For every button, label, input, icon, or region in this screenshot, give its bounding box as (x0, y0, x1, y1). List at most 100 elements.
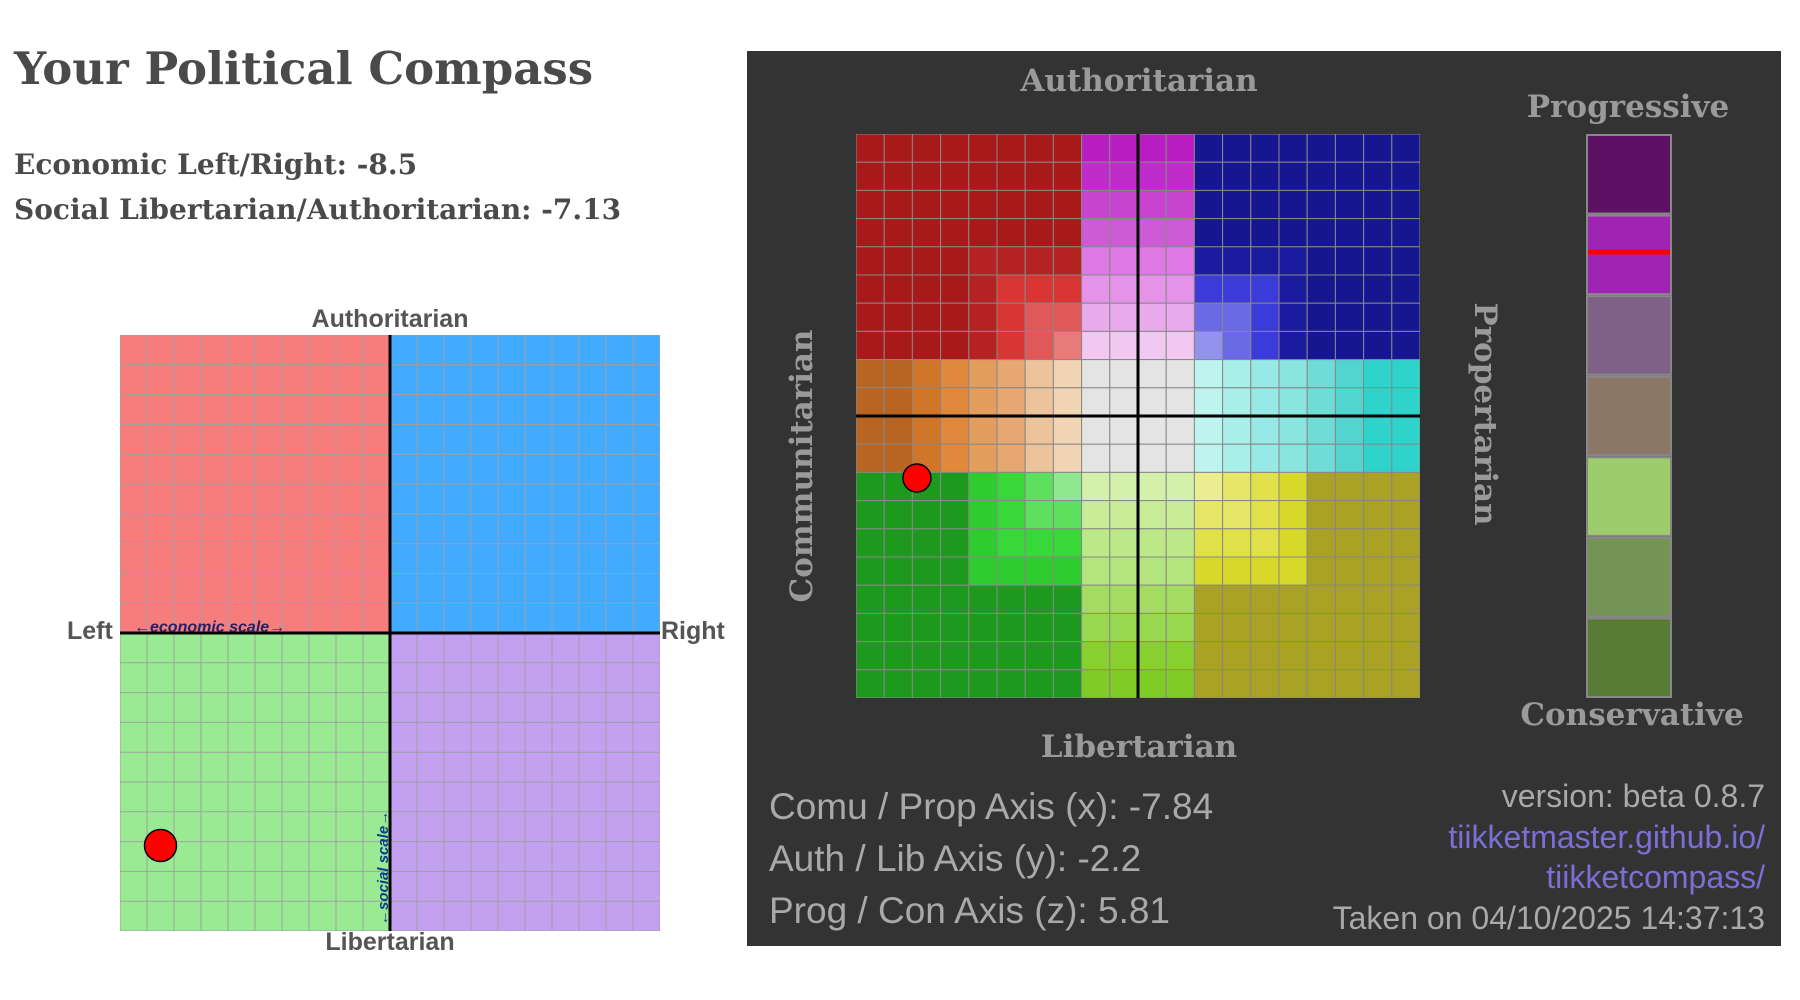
tk-cell (1165, 134, 1195, 163)
tk-cell (1024, 218, 1054, 248)
tk-cell (996, 302, 1026, 332)
tk-cell (1052, 584, 1083, 614)
tk-cell (1081, 528, 1111, 558)
tk-cell (1081, 359, 1111, 389)
tk-cell (1250, 415, 1280, 445)
y-result: Auth / Lib Axis (y): -2.2 (769, 838, 1142, 879)
tk-cell (1334, 330, 1365, 361)
tk-cell (1306, 471, 1336, 502)
site-link-line2[interactable]: tiikketcompass/ (1546, 859, 1765, 895)
tk-cell (1391, 161, 1420, 191)
tk-cell (1250, 641, 1280, 671)
tk-cell (1081, 161, 1111, 191)
tk-cell (856, 161, 885, 191)
tk-cell (1052, 274, 1083, 304)
tk-cell (1193, 189, 1224, 220)
tk-cell (1024, 330, 1054, 361)
tk-cell (1052, 189, 1083, 220)
tk-cell (1165, 302, 1195, 332)
tk-cell (883, 415, 913, 445)
tk-cell (1278, 189, 1308, 220)
tk-cell (968, 528, 998, 558)
tk-cell (856, 471, 885, 502)
tk-cell (1391, 274, 1420, 304)
tk-cell (911, 161, 942, 191)
tk-cell (968, 161, 998, 191)
tk-cell (1306, 556, 1336, 586)
tk-cell (856, 246, 885, 276)
tk-cell (1250, 387, 1280, 417)
tk-cell (996, 641, 1026, 671)
tk-cell (1363, 584, 1393, 614)
tk-cell (1222, 443, 1252, 473)
tk-cell (911, 387, 942, 417)
tk-cell (1081, 218, 1111, 248)
tk-cell (1052, 246, 1083, 276)
tk-cell (1024, 387, 1054, 417)
tk-cell (1109, 302, 1139, 332)
tk-cell (1193, 302, 1224, 332)
tk-cell (1109, 161, 1139, 191)
tk-cell (1193, 669, 1224, 698)
tk-cell (856, 556, 885, 586)
tk-cell (1109, 415, 1139, 445)
tk-cell (911, 669, 942, 698)
tk-cell (1137, 612, 1167, 643)
tk-cell (1250, 359, 1280, 389)
tk-cell (996, 189, 1026, 220)
tk-cell (1391, 471, 1420, 502)
tk-cell (1165, 641, 1195, 671)
tk-cell (940, 641, 970, 671)
tk-cell (1024, 528, 1054, 558)
tk-cell (856, 330, 885, 361)
tk-cell (1081, 274, 1111, 304)
tk-cell (1363, 443, 1393, 473)
tk-cell (856, 134, 885, 163)
tk-cell (1193, 556, 1224, 586)
tk-cell (968, 669, 998, 698)
tk-cell (883, 528, 913, 558)
tk-cell (1334, 274, 1365, 304)
tk-cell (1306, 387, 1336, 417)
tk-cell (1193, 218, 1224, 248)
tk-cell (1081, 387, 1111, 417)
tk-cell (1363, 669, 1393, 698)
tk-cell (1165, 556, 1195, 586)
tk-cell (1024, 415, 1054, 445)
tk-cell (1024, 134, 1054, 163)
tk-cell (1222, 218, 1252, 248)
tk-cell (1165, 443, 1195, 473)
site-link-line1[interactable]: tiikketmaster.github.io/ (1448, 819, 1765, 855)
tk-cell (1278, 641, 1308, 671)
tk-cell (883, 274, 913, 304)
tk-cell (1024, 500, 1054, 530)
tk-axis-bottom: Libertarian (1040, 729, 1238, 765)
tk-cell (1081, 584, 1111, 614)
tk-cell (1278, 134, 1308, 163)
tk-cell (1081, 556, 1111, 586)
tk-cell (883, 218, 913, 248)
tk-cell (1306, 641, 1336, 671)
tk-cell (883, 189, 913, 220)
tk-cell (1137, 274, 1167, 304)
tk-cell (1165, 415, 1195, 445)
tk-cell (1137, 500, 1167, 530)
tk-cell (1334, 669, 1365, 698)
tk-cell (996, 134, 1026, 163)
tk-cell (1165, 584, 1195, 614)
tk-cell (1137, 302, 1167, 332)
prog-con-segment (1586, 295, 1672, 376)
tk-cell (883, 330, 913, 361)
tk-cell (1024, 443, 1054, 473)
tk-cell (1306, 415, 1336, 445)
tk-cell (1052, 387, 1083, 417)
tk-cell (1137, 443, 1167, 473)
tk-cell (1306, 669, 1336, 698)
tk-cell (1306, 161, 1336, 191)
tk-cell (1024, 556, 1054, 586)
tk-cell (1250, 218, 1280, 248)
tk-cell (1165, 612, 1195, 643)
tk-cell (1024, 302, 1054, 332)
tk-cell (1024, 359, 1054, 389)
tk-axis-left: Communitarian (784, 329, 820, 603)
